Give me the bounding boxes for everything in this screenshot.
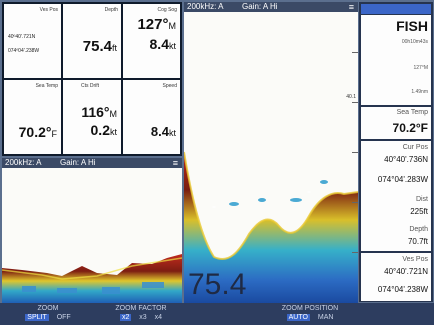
waypoint-bearing: 127°M bbox=[413, 65, 428, 71]
sea-temp-value: 70.2°F bbox=[18, 124, 57, 140]
depth-value: 70.7ft bbox=[407, 237, 428, 246]
cur-pos-lon: 074°04'.283W bbox=[377, 175, 428, 184]
depth-scale-tick bbox=[352, 252, 358, 253]
depth-value: 75.4ft bbox=[82, 38, 117, 55]
dist-value: 225ft bbox=[410, 207, 428, 216]
waypoint-ttg: 00h10m43s bbox=[401, 39, 428, 45]
ves-pos-lon: 074º04'.238W bbox=[8, 48, 40, 54]
ves-pos-label: Ves Pos bbox=[39, 7, 58, 13]
cog-sog-label: Cog Sog bbox=[157, 7, 177, 13]
sonar-main-header: 200kHz: A Gain: A Hi ≡ bbox=[184, 2, 358, 12]
waypoint-box[interactable]: FISH 00h10m43s 127°M 1.49nm bbox=[361, 15, 431, 105]
sea-temp-label: Sea Temp bbox=[35, 83, 58, 89]
sea-temp-label: Sea Temp bbox=[396, 109, 428, 116]
zoom-option-split[interactable]: SPLIT bbox=[25, 314, 49, 321]
cur-pos-label: Cur Pos bbox=[402, 144, 428, 151]
zoom-title: ZOOM bbox=[37, 305, 59, 312]
zoom-factor-softkey[interactable]: ZOOM FACTOR x2 x3 x4 bbox=[96, 305, 186, 321]
sonar-main-image bbox=[184, 151, 358, 303]
panel-header bbox=[361, 4, 431, 14]
ves-pos-lat: 40°40'.721N bbox=[384, 267, 428, 276]
sea-temp-cell[interactable]: Sea Temp 70.2°F bbox=[4, 80, 61, 154]
depth-cell[interactable]: Depth 75.4ft bbox=[63, 4, 121, 78]
drift-value: 0.2kt bbox=[90, 122, 117, 138]
menu-icon[interactable]: ≡ bbox=[348, 2, 354, 12]
ves-pos-lon: 074°04'.238W bbox=[377, 285, 428, 294]
sea-temp-box[interactable]: Sea Temp 70.2°F bbox=[361, 107, 431, 139]
sonar-main-gain: Gain: A Hi bbox=[242, 2, 278, 11]
depth-scale-tick bbox=[352, 152, 358, 153]
speed-label: Speed bbox=[162, 83, 177, 89]
cog-value: 127°M bbox=[137, 16, 176, 33]
waypoint-range: 1.49nm bbox=[411, 89, 428, 95]
vessel-pos-box[interactable]: Ves Pos 40°40'.721N 074°04'.238W bbox=[361, 253, 431, 301]
sonar-small-header: 200kHz: A Gain: A Hi ≡ bbox=[2, 158, 182, 168]
ves-pos-cell[interactable]: Ves Pos 40º40'.721N 074º04'.238W bbox=[4, 4, 61, 78]
data-grid: Ves Pos 40º40'.721N 074º04'.238W Depth 7… bbox=[2, 2, 182, 156]
depth-scale-tick bbox=[352, 202, 358, 203]
zoom-position-auto[interactable]: AUTO bbox=[286, 314, 310, 321]
cursor-info-box[interactable]: Cur Pos 40°40'.736N 074°04'.283W Dist 22… bbox=[361, 141, 431, 251]
zoom-factor-title: ZOOM FACTOR bbox=[115, 305, 167, 312]
zoom-option-off[interactable]: OFF bbox=[56, 314, 71, 321]
speed-cell[interactable]: Speed 8.4kt bbox=[123, 80, 180, 154]
sonar-small-gain: Gain: A Hi bbox=[60, 158, 96, 167]
waypoint-name: FISH bbox=[396, 18, 428, 34]
sonar-small-frequency: 200kHz: A bbox=[5, 158, 42, 167]
depth-readout: 75.4 bbox=[188, 268, 247, 301]
depth-scale-tick bbox=[352, 102, 358, 103]
waypoint-panel: FISH 00h10m43s 127°M 1.49nm Sea Temp 70.… bbox=[359, 2, 433, 302]
sea-temp-value: 70.2°F bbox=[392, 121, 428, 135]
depth-scale-label: 40.1 bbox=[346, 94, 356, 100]
cog-sog-cell[interactable]: Cog Sog 127°M 8.4kt bbox=[123, 4, 180, 78]
zoom-factor-x3[interactable]: x3 bbox=[139, 314, 147, 321]
cur-pos-lat: 40°40'.736N bbox=[384, 155, 428, 164]
zoom-position-softkey[interactable]: ZOOM POSITION AUTO MAN bbox=[268, 305, 352, 321]
sog-value: 8.4kt bbox=[149, 36, 176, 52]
zoom-factor-x4[interactable]: x4 bbox=[154, 314, 163, 321]
sonar-pane-main[interactable]: 200kHz: A Gain: A Hi ≡ 40.1 75.4 bbox=[184, 2, 358, 303]
cts-value: 116°M bbox=[81, 104, 117, 120]
ves-pos-label: Ves Pos bbox=[402, 256, 428, 263]
depth-scale-tick bbox=[352, 52, 358, 53]
softkey-bar: ZOOM SPLIT OFF ZOOM FACTOR x2 x3 x4 ZOOM… bbox=[0, 303, 434, 325]
ves-pos-lat: 40º40'.721N bbox=[8, 34, 36, 40]
cts-drift-cell[interactable]: Cts Drift 116°M 0.2kt bbox=[63, 80, 121, 154]
menu-icon[interactable]: ≡ bbox=[172, 158, 178, 168]
zoom-position-title: ZOOM POSITION bbox=[281, 305, 339, 312]
depth-label: Depth bbox=[104, 7, 118, 13]
speed-value: 8.4kt bbox=[150, 124, 176, 139]
zoom-softkey[interactable]: ZOOM SPLIT OFF bbox=[8, 305, 88, 321]
zoom-position-man[interactable]: MAN bbox=[317, 314, 334, 321]
zoom-factor-x2[interactable]: x2 bbox=[119, 314, 132, 321]
depth-label: Depth bbox=[409, 226, 428, 233]
sonar-main-frequency: 200kHz: A bbox=[187, 2, 224, 11]
dist-label: Dist bbox=[415, 196, 428, 203]
sonar-small-image bbox=[2, 254, 182, 303]
sonar-pane-small[interactable]: 200kHz: A Gain: A Hi ≡ bbox=[2, 158, 182, 303]
cts-drift-label: Cts Drift bbox=[81, 83, 100, 89]
